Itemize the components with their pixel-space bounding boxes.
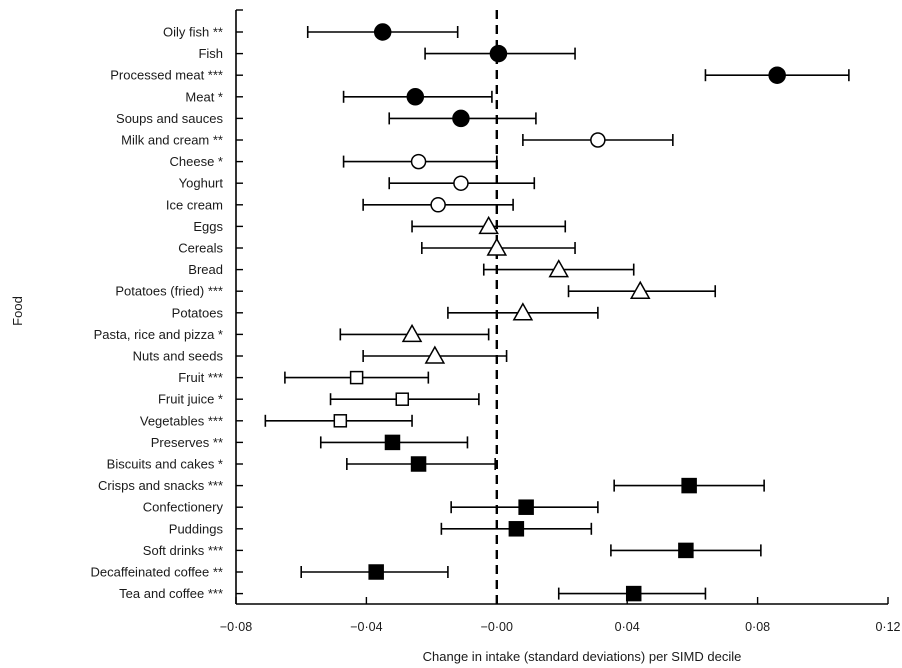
category-label: Meat *: [185, 89, 223, 104]
category-label: Vegetables ***: [140, 413, 223, 428]
category-label: Tea and coffee ***: [119, 586, 223, 601]
category-label: Nuts and seeds: [133, 349, 224, 364]
point-marker: [629, 280, 651, 299]
point-marker: [478, 215, 499, 235]
category-label: Potatoes (fried) ***: [115, 284, 223, 299]
category-label: Fruit juice *: [158, 392, 223, 407]
category-label: Pasta, rice and pizza *: [94, 327, 223, 342]
category-label: Eggs: [193, 219, 223, 234]
category-label: Preserves **: [151, 435, 223, 450]
point-marker: [678, 542, 694, 559]
axes: −0·08 −0·04 −0·00 0·04 0·08 0·12: [220, 9, 901, 634]
point-marker: [384, 434, 401, 451]
point-marker: [590, 132, 606, 148]
point-marker: [489, 44, 508, 63]
point-marker: [373, 23, 392, 41]
category-label: Processed meat ***: [110, 68, 223, 83]
point-marker: [508, 521, 525, 537]
point-marker: [512, 302, 534, 321]
category-label: Milk and cream **: [121, 133, 223, 148]
category-label: Puddings: [169, 521, 224, 536]
point-marker: [424, 345, 446, 364]
y-axis-label: Food: [10, 296, 25, 326]
category-label: Soft drinks ***: [143, 543, 223, 558]
category-label: Confectionery: [143, 500, 224, 515]
x-tick-label: −0·04: [350, 620, 382, 634]
point-marker: [410, 153, 427, 170]
category-label: Ice cream: [166, 197, 223, 212]
point-marker: [410, 456, 427, 472]
category-label: Cheese *: [170, 154, 223, 169]
rows-group: Oily fish ** Fish Processed meat *** Meat *…: [90, 23, 850, 602]
point-marker: [453, 175, 469, 191]
category-label: Oily fish **: [163, 25, 223, 40]
point-marker: [395, 392, 410, 406]
x-tick-label: 0·12: [875, 620, 900, 634]
point-marker: [548, 259, 570, 278]
category-label: Fish: [198, 46, 223, 61]
category-label: Cereals: [178, 241, 223, 256]
category-label: Bread: [188, 262, 223, 277]
x-tick-label: 0·08: [745, 620, 770, 634]
category-label: Yoghurt: [179, 176, 224, 191]
category-label: Fruit ***: [178, 370, 223, 385]
x-axis-label: Change in intake (standard deviations) p…: [423, 649, 742, 664]
category-label: Biscuits and cakes *: [107, 457, 223, 472]
category-label: Potatoes: [172, 305, 224, 320]
point-marker: [768, 66, 786, 84]
point-marker: [406, 88, 425, 106]
x-tick-label: −0·08: [220, 620, 252, 634]
point-marker: [452, 109, 470, 128]
point-marker: [333, 414, 348, 428]
x-tick-label: 0·04: [615, 620, 640, 634]
point-marker: [486, 237, 508, 256]
point-marker: [349, 370, 364, 385]
point-marker: [401, 323, 423, 343]
category-label: Decaffeinated coffee **: [90, 565, 223, 580]
category-label: Crisps and snacks ***: [98, 478, 223, 493]
category-label: Soups and sauces: [116, 111, 223, 126]
point-marker: [368, 564, 384, 580]
point-marker: [625, 585, 642, 602]
point-marker: [681, 477, 697, 494]
point-marker: [430, 197, 446, 213]
point-marker: [518, 499, 534, 515]
x-tick-label: −0·00: [481, 620, 513, 634]
